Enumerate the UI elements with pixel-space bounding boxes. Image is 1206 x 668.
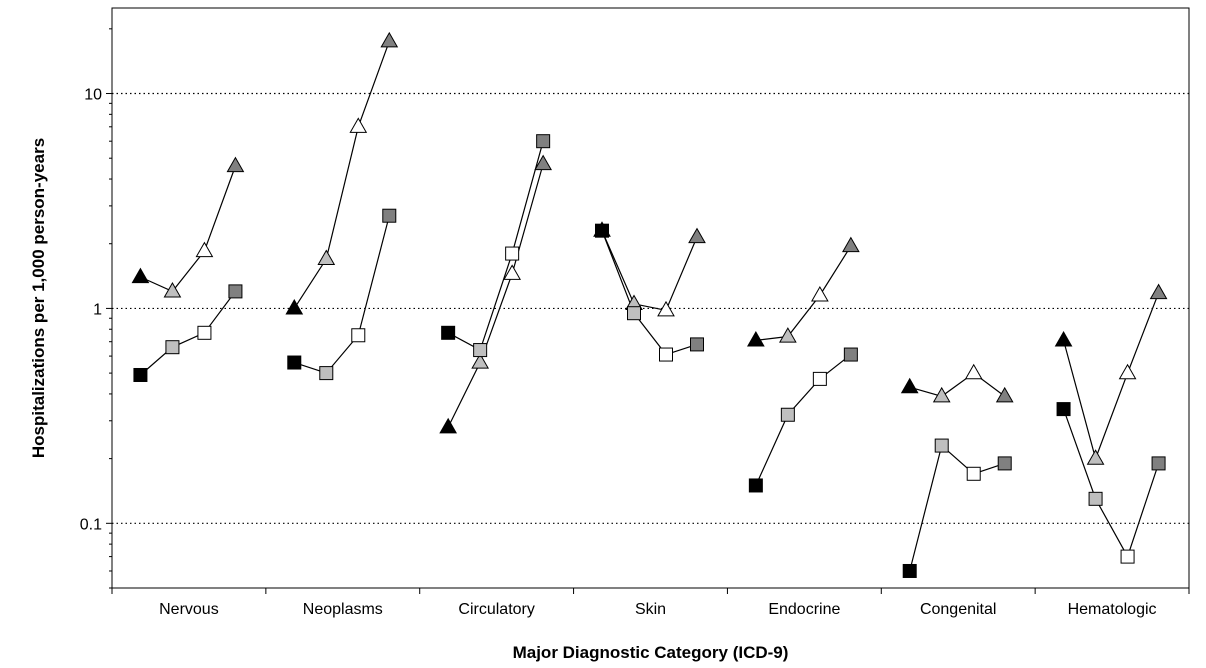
y-axis-ticks: 0.1 1 10	[80, 28, 112, 589]
gridlines	[112, 92, 1189, 524]
triangle-marker	[349, 117, 368, 133]
triangle-marker	[995, 386, 1014, 403]
triangle-marker	[746, 330, 765, 347]
x-tick-label: Skin	[635, 601, 666, 618]
square-marker	[934, 438, 949, 453]
y-axis-title: Hospitalizations per 1,000 person-years	[29, 138, 48, 458]
triangle-marker	[471, 353, 490, 369]
square-marker	[997, 456, 1012, 471]
triangle-marker	[1149, 283, 1168, 300]
triangle-marker	[657, 300, 675, 317]
triangle-series-line	[140, 165, 236, 293]
triangle-marker	[380, 31, 399, 48]
square-series-line	[601, 230, 698, 356]
plot-frame	[111, 7, 1190, 589]
triangle-series-line	[293, 41, 390, 309]
triangle-series-line	[601, 230, 698, 311]
square-marker	[505, 246, 520, 261]
triangle-marker	[195, 241, 214, 258]
triangle-series-line	[1062, 292, 1160, 461]
square-marker	[197, 325, 212, 340]
square-marker	[966, 466, 981, 481]
square-marker	[319, 366, 334, 381]
triangle-marker	[534, 154, 553, 171]
x-tick-label: Nervous	[159, 601, 219, 618]
square-marker	[1120, 549, 1135, 564]
x-tick-label: Neoplasms	[303, 601, 383, 618]
triangle-marker	[317, 249, 336, 265]
triangle-series-line	[755, 245, 852, 341]
triangle-series-line	[447, 163, 544, 428]
series-layer	[131, 31, 1168, 578]
square-marker	[133, 367, 148, 382]
x-axis-ticks: Nervous Neoplasms Circulatory Skin Endocrine…	[111, 588, 1190, 618]
triangle-marker	[900, 377, 919, 394]
triangle-marker	[1054, 330, 1073, 347]
square-marker	[1151, 456, 1166, 471]
y-tick-label: 10	[84, 87, 102, 104]
y-tick-label: 1	[93, 301, 102, 318]
triangle-marker	[226, 156, 245, 173]
square-marker	[228, 284, 243, 299]
triangle-marker	[778, 327, 797, 343]
square-marker	[1056, 402, 1071, 417]
triangle-marker	[439, 417, 458, 434]
square-marker	[441, 325, 456, 340]
x-axis-title: Major Diagnostic Category (ICD-9)	[513, 643, 789, 662]
triangle-marker	[285, 299, 304, 315]
square-marker	[287, 355, 302, 370]
triangle-marker	[810, 285, 829, 302]
x-tick-label: Endocrine	[768, 601, 840, 618]
triangle-series-line	[909, 372, 1006, 397]
square-series-line	[909, 444, 1005, 572]
x-tick-label: Circulatory	[458, 601, 534, 618]
square-marker	[595, 223, 609, 238]
square-series-line	[294, 215, 390, 374]
triangle-marker	[131, 267, 150, 284]
square-marker	[843, 347, 858, 362]
triangle-marker	[932, 386, 951, 403]
square-series-line	[1063, 408, 1160, 559]
square-marker	[812, 371, 827, 386]
square-marker	[748, 478, 763, 493]
triangle-marker	[688, 227, 706, 244]
square-marker	[382, 208, 397, 223]
square-marker	[1088, 491, 1103, 506]
square-series-line	[755, 354, 852, 486]
square-series-line	[140, 291, 236, 376]
x-tick-label: Congenital	[920, 601, 997, 618]
triangle-marker	[1086, 449, 1105, 465]
square-marker	[351, 328, 366, 343]
triangle-marker	[841, 236, 860, 253]
square-marker	[165, 340, 180, 355]
triangle-marker	[503, 264, 522, 280]
square-marker	[659, 347, 673, 362]
triangle-marker	[1118, 363, 1137, 380]
triangle-marker	[163, 281, 182, 298]
y-tick-label: 0.1	[80, 516, 102, 533]
square-marker	[690, 337, 704, 352]
square-series-line	[447, 141, 544, 351]
square-marker	[627, 306, 641, 321]
square-marker	[902, 563, 917, 578]
square-marker	[780, 407, 795, 422]
square-marker	[473, 343, 488, 358]
square-marker	[536, 134, 551, 149]
x-tick-label: Hematologic	[1068, 601, 1157, 618]
triangle-marker	[964, 363, 983, 380]
